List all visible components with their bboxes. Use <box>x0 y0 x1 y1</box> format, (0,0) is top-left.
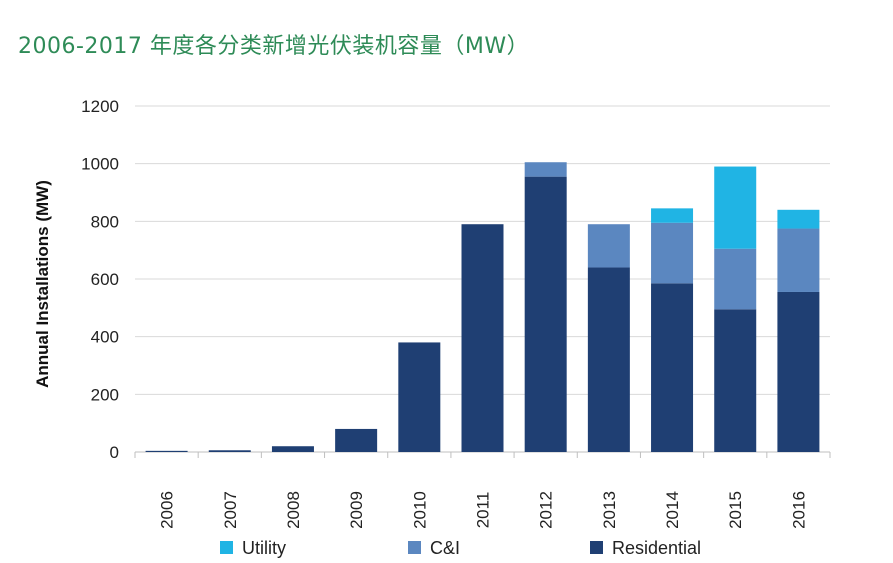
legend-label-residential: Residential <box>612 538 701 558</box>
y-tick-label: 1000 <box>81 155 119 174</box>
y-tick-label: 1200 <box>81 97 119 116</box>
y-tick-label: 200 <box>91 385 119 404</box>
legend-label-utility: Utility <box>242 538 286 558</box>
y-tick-label: 0 <box>110 443 119 462</box>
x-tick-label: 2007 <box>221 491 240 529</box>
bar-ci-2012[interactable] <box>524 162 567 177</box>
bar-residential-2007[interactable] <box>208 450 251 452</box>
x-tick-label: 2008 <box>284 491 303 529</box>
legend-label-ci: C&I <box>430 538 460 558</box>
bar-ci-2014[interactable] <box>651 222 694 284</box>
legend-swatch-ci <box>408 541 421 554</box>
x-tick-label: 2009 <box>347 491 366 529</box>
x-tick-label: 2012 <box>537 491 556 529</box>
chart-title: 2006-2017 年度各分类新增光伏装机容量（MW） <box>18 34 530 59</box>
bar-utility-2015[interactable] <box>714 166 757 249</box>
bar-residential-2010[interactable] <box>398 342 441 452</box>
bar-residential-2015[interactable] <box>714 309 757 452</box>
x-tick-label: 2014 <box>663 491 682 529</box>
x-tick-label: 2010 <box>410 491 429 529</box>
x-tick-label: 2015 <box>726 491 745 529</box>
legend-swatch-utility <box>220 541 233 554</box>
bar-utility-2014[interactable] <box>651 208 694 223</box>
x-tick-label: 2016 <box>789 491 808 529</box>
bar-residential-2012[interactable] <box>524 176 567 452</box>
x-tick-label: 2011 <box>474 492 493 529</box>
bar-utility-2016[interactable] <box>777 209 820 229</box>
bar-residential-2006[interactable] <box>145 450 188 452</box>
x-tick-label: 2013 <box>600 491 619 529</box>
y-tick-label: 600 <box>91 270 119 289</box>
y-tick-label: 800 <box>91 212 119 231</box>
bar-residential-2008[interactable] <box>271 446 314 452</box>
bar-ci-2015[interactable] <box>714 248 757 310</box>
legend-swatch-residential <box>590 541 603 554</box>
bar-residential-2014[interactable] <box>651 283 694 452</box>
bar-residential-2009[interactable] <box>335 428 378 452</box>
bar-residential-2016[interactable] <box>777 291 820 452</box>
y-axis-label: Annual Installations (MW) <box>33 180 52 388</box>
x-tick-label: 2006 <box>158 491 177 529</box>
bar-residential-2011[interactable] <box>461 224 504 452</box>
bar-ci-2013[interactable] <box>587 224 630 268</box>
y-tick-label: 400 <box>91 328 119 347</box>
bar-ci-2016[interactable] <box>777 228 820 292</box>
bar-residential-2013[interactable] <box>587 267 630 452</box>
